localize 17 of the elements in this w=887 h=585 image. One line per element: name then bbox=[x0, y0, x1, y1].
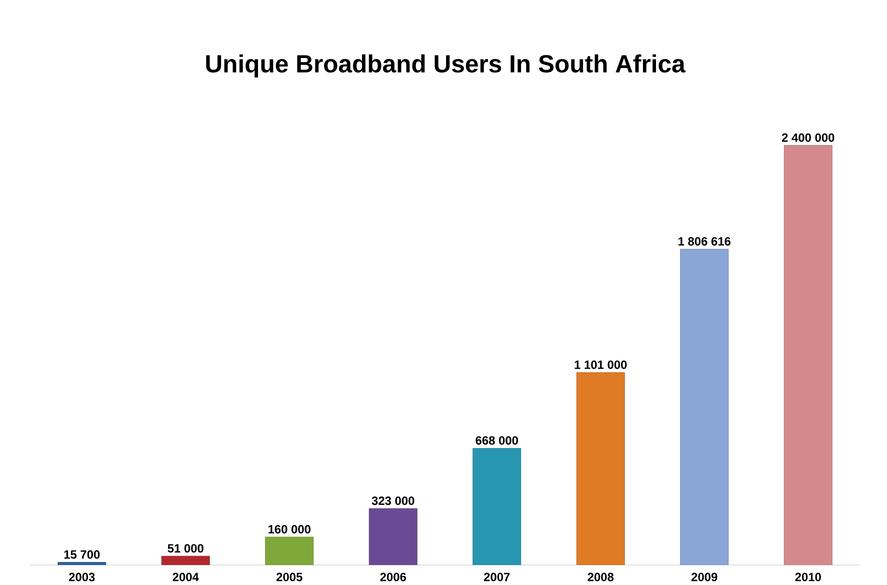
x-tick-label: 2004 bbox=[172, 572, 199, 582]
x-tick-label: 2003 bbox=[69, 572, 95, 582]
chart-title: Unique Broadband Users In South Africa bbox=[206, 54, 686, 78]
x-tick-label: 2005 bbox=[276, 572, 302, 582]
x-tick-label: 2010 bbox=[795, 572, 821, 582]
data-label: 51 000 bbox=[168, 544, 204, 553]
x-tick-label: 2006 bbox=[380, 572, 406, 582]
data-label: 668 000 bbox=[476, 436, 518, 445]
data-label: 160 000 bbox=[268, 525, 310, 534]
data-label: 2 400 000 bbox=[782, 133, 834, 142]
data-label: 323 000 bbox=[372, 496, 414, 506]
data-label: 1 806 616 bbox=[678, 237, 731, 246]
data-label: 15 700 bbox=[64, 550, 100, 559]
x-tick-label: 2008 bbox=[588, 572, 614, 582]
data-label: 1 101 000 bbox=[574, 360, 627, 369]
x-tick-label: 2007 bbox=[484, 572, 510, 582]
x-tick-label: 2009 bbox=[692, 572, 718, 582]
